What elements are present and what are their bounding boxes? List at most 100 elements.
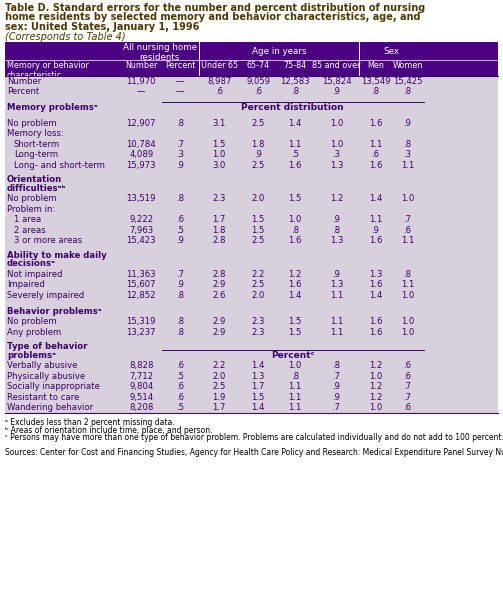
Text: 15,824: 15,824 — [322, 77, 352, 86]
Text: 75-84: 75-84 — [284, 61, 307, 70]
Text: 1.3: 1.3 — [330, 281, 343, 289]
Text: 1.6: 1.6 — [288, 236, 302, 245]
Text: 2.0: 2.0 — [252, 291, 265, 300]
Text: ᶜ Persons may have more than one type of behavior problem. Problems are calculat: ᶜ Persons may have more than one type of… — [5, 433, 503, 442]
Text: 7,963: 7,963 — [129, 226, 153, 235]
Text: 12,583: 12,583 — [280, 77, 310, 86]
Text: 1.8: 1.8 — [212, 226, 226, 235]
Text: 3.0: 3.0 — [213, 161, 226, 170]
Text: 2.0: 2.0 — [213, 372, 226, 381]
Text: .9: .9 — [332, 87, 341, 96]
Text: Not impaired: Not impaired — [7, 270, 62, 279]
Text: 1.3: 1.3 — [369, 270, 382, 279]
Text: .6: .6 — [176, 361, 184, 370]
Text: .9: .9 — [332, 382, 341, 392]
Text: Women: Women — [392, 61, 423, 70]
Text: 13,519: 13,519 — [127, 194, 156, 203]
Text: Long- and short-term: Long- and short-term — [14, 161, 105, 170]
Text: 85 and over: 85 and over — [312, 61, 361, 70]
Bar — [5, 42, 498, 76]
Text: .5: .5 — [291, 150, 299, 159]
Text: .8: .8 — [176, 291, 184, 300]
Text: 8,208: 8,208 — [129, 403, 153, 412]
Text: decisionsᵃ: decisionsᵃ — [7, 259, 56, 269]
Text: Percent distribution: Percent distribution — [241, 103, 344, 112]
Text: .9: .9 — [372, 226, 379, 235]
Text: 1.6: 1.6 — [369, 281, 382, 289]
Text: .3: .3 — [176, 150, 184, 159]
Text: (Corresponds to Table 4): (Corresponds to Table 4) — [5, 32, 126, 41]
Text: 1.7: 1.7 — [213, 403, 226, 412]
Text: 9,514: 9,514 — [129, 393, 153, 402]
Text: sex: United States, January 1, 1996: sex: United States, January 1, 1996 — [5, 22, 199, 32]
Text: 1.2: 1.2 — [369, 361, 382, 370]
Text: .8: .8 — [176, 194, 184, 203]
Text: 1.0: 1.0 — [330, 119, 343, 128]
Text: .7: .7 — [403, 393, 411, 402]
Text: 1.1: 1.1 — [401, 281, 414, 289]
Text: 1.1: 1.1 — [401, 236, 414, 245]
Text: Impaired: Impaired — [7, 281, 45, 289]
Text: .6: .6 — [254, 87, 262, 96]
Text: 2.2: 2.2 — [252, 270, 265, 279]
Text: 2.8: 2.8 — [212, 236, 226, 245]
Text: 15,607: 15,607 — [127, 281, 156, 289]
Text: 1.1: 1.1 — [288, 382, 302, 392]
Text: .8: .8 — [332, 361, 341, 370]
Text: Ability to make daily: Ability to make daily — [7, 250, 107, 259]
Text: 1.6: 1.6 — [369, 161, 382, 170]
Text: 1.6: 1.6 — [369, 236, 382, 245]
Text: 1.0: 1.0 — [288, 361, 302, 370]
Text: —: — — [176, 87, 185, 96]
Text: 15,973: 15,973 — [127, 161, 156, 170]
Text: —: — — [137, 87, 145, 96]
Text: .9: .9 — [176, 161, 184, 170]
Text: 1.6: 1.6 — [369, 119, 382, 128]
Text: .7: .7 — [403, 382, 411, 392]
Text: .7: .7 — [176, 139, 184, 149]
Text: Percentᶜ: Percentᶜ — [271, 351, 314, 360]
Text: 1.0: 1.0 — [213, 150, 226, 159]
Text: 9,804: 9,804 — [129, 382, 153, 392]
Text: 2.3: 2.3 — [213, 194, 226, 203]
Text: 1 area: 1 area — [14, 216, 41, 224]
Text: 1.1: 1.1 — [369, 216, 382, 224]
Text: 15,425: 15,425 — [393, 77, 423, 86]
Text: 1.1: 1.1 — [369, 139, 382, 149]
Text: Under 65: Under 65 — [201, 61, 238, 70]
Text: 2.0: 2.0 — [252, 194, 265, 203]
Text: 1.6: 1.6 — [288, 161, 302, 170]
Text: 2.3: 2.3 — [252, 328, 265, 337]
Text: .9: .9 — [403, 119, 411, 128]
Text: Table D. Standard errors for the number and percent distribution of nursing: Table D. Standard errors for the number … — [5, 3, 425, 13]
Text: 2.3: 2.3 — [252, 317, 265, 326]
Text: .9: .9 — [176, 281, 184, 289]
Text: 1.6: 1.6 — [288, 281, 302, 289]
Text: .6: .6 — [176, 216, 184, 224]
Text: .8: .8 — [403, 270, 411, 279]
Text: 1.4: 1.4 — [252, 361, 265, 370]
Text: 2.8: 2.8 — [212, 270, 226, 279]
Text: 1.6: 1.6 — [369, 317, 382, 326]
Text: No problem: No problem — [7, 194, 57, 203]
Text: 4,089: 4,089 — [129, 150, 153, 159]
Text: 1.4: 1.4 — [369, 194, 382, 203]
Text: Any problem: Any problem — [7, 328, 61, 337]
Text: 13,237: 13,237 — [127, 328, 156, 337]
Text: .8: .8 — [176, 119, 184, 128]
Text: 1.5: 1.5 — [252, 393, 265, 402]
Text: 2.5: 2.5 — [252, 236, 265, 245]
Text: 1.5: 1.5 — [213, 139, 226, 149]
Text: .8: .8 — [291, 87, 299, 96]
Text: Age in years: Age in years — [252, 47, 306, 56]
Text: .6: .6 — [215, 87, 223, 96]
Text: .8: .8 — [176, 317, 184, 326]
Text: .6: .6 — [403, 372, 411, 381]
Text: All nursing home
residents: All nursing home residents — [123, 43, 197, 62]
Text: 1.6: 1.6 — [369, 328, 382, 337]
Text: Men: Men — [367, 61, 384, 70]
Text: 13,549: 13,549 — [361, 77, 390, 86]
Text: .6: .6 — [403, 361, 411, 370]
Text: 8,987: 8,987 — [207, 77, 231, 86]
Text: 1.2: 1.2 — [330, 194, 343, 203]
